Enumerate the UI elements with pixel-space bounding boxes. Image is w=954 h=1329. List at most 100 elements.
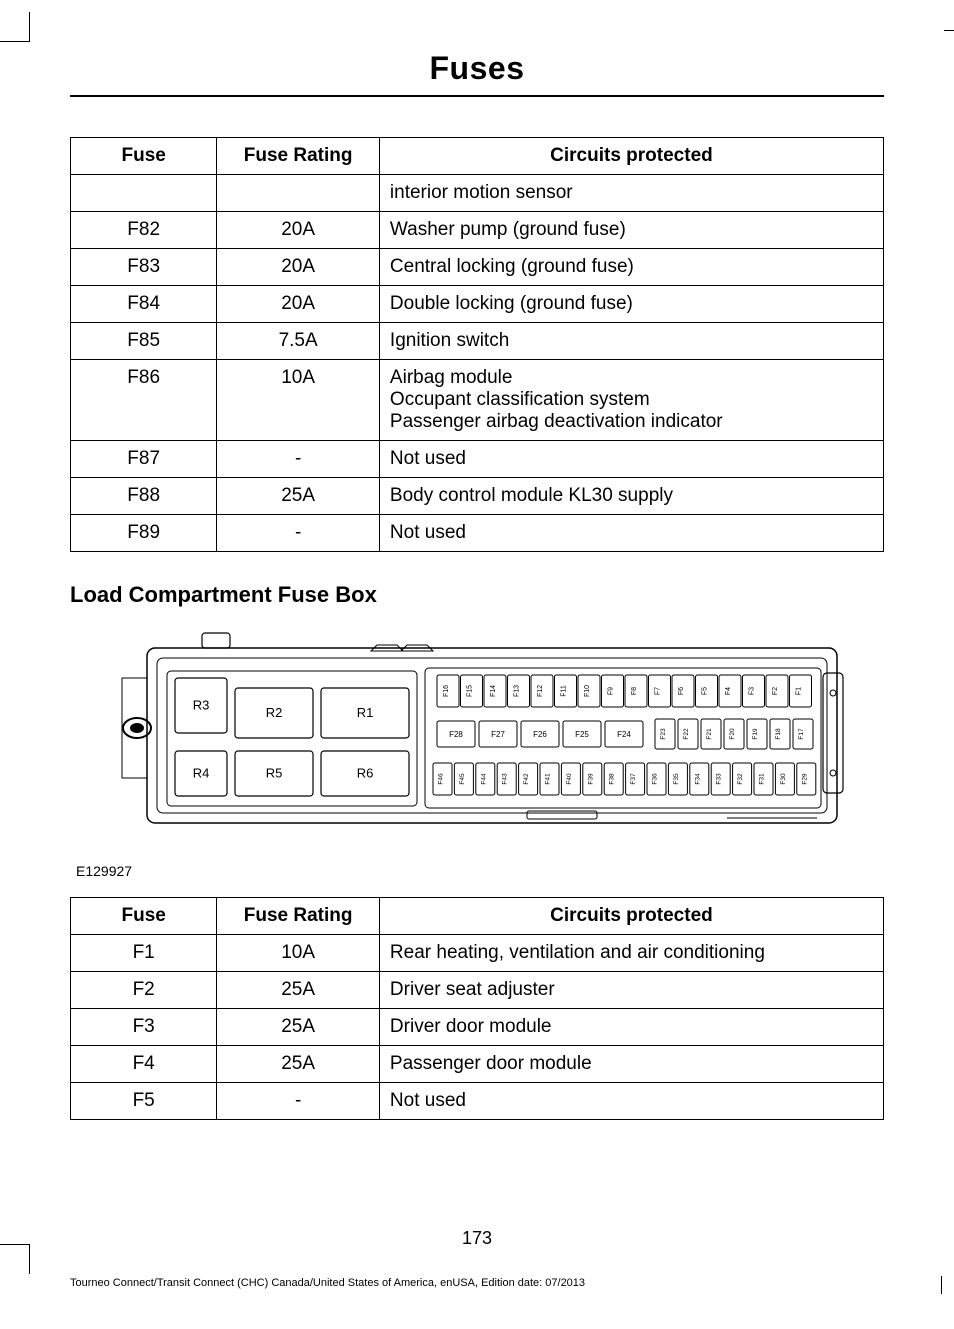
- svg-text:F7: F7: [655, 687, 662, 695]
- svg-text:F26: F26: [533, 730, 547, 739]
- table-row: F857.5AIgnition switch: [71, 323, 884, 360]
- cell-circuits: Driver seat adjuster: [379, 972, 883, 1009]
- cell-circuits: Central locking (ground fuse): [379, 249, 883, 286]
- page-number: 173: [0, 1228, 954, 1249]
- th-rating: Fuse Rating: [217, 898, 380, 935]
- svg-text:F29: F29: [801, 773, 808, 785]
- table-row: F325ADriver door module: [71, 1009, 884, 1046]
- cell-rating: 20A: [217, 286, 380, 323]
- svg-text:R6: R6: [357, 766, 374, 781]
- cell-rating: 25A: [217, 1046, 380, 1083]
- th-circuits: Circuits protected: [379, 138, 883, 175]
- svg-text:F23: F23: [660, 728, 667, 740]
- fuse-table-1: Fuse Fuse Rating Circuits protected inte…: [70, 137, 884, 552]
- svg-text:F19: F19: [752, 728, 759, 740]
- svg-text:R1: R1: [357, 705, 374, 720]
- svg-text:F8: F8: [631, 687, 638, 695]
- cell-fuse: F82: [71, 212, 217, 249]
- svg-text:F1: F1: [796, 687, 803, 695]
- cell-rating: 20A: [217, 212, 380, 249]
- svg-text:F33: F33: [716, 773, 723, 785]
- svg-text:R3: R3: [193, 698, 210, 713]
- svg-text:F36: F36: [652, 773, 659, 785]
- table-row: F8610AAirbag moduleOccupant classificati…: [71, 360, 884, 441]
- th-circuits: Circuits protected: [379, 898, 883, 935]
- cell-fuse: F89: [71, 515, 217, 552]
- cell-circuits: Not used: [379, 1083, 883, 1120]
- svg-text:F9: F9: [608, 687, 615, 695]
- cell-circuits: Body control module KL30 supply: [379, 478, 883, 515]
- cell-rating: -: [217, 1083, 380, 1120]
- svg-text:F30: F30: [780, 773, 787, 785]
- svg-text:F44: F44: [480, 773, 487, 785]
- svg-text:R5: R5: [266, 766, 283, 781]
- cell-fuse: F3: [71, 1009, 217, 1046]
- cell-fuse: F4: [71, 1046, 217, 1083]
- cell-circuits: Washer pump (ground fuse): [379, 212, 883, 249]
- svg-text:F39: F39: [587, 773, 594, 785]
- svg-text:F17: F17: [798, 728, 805, 740]
- svg-text:F2: F2: [772, 687, 779, 695]
- table-row: F8320ACentral locking (ground fuse): [71, 249, 884, 286]
- table-row: F425APassenger door module: [71, 1046, 884, 1083]
- cell-rating: 20A: [217, 249, 380, 286]
- svg-text:F5: F5: [702, 687, 709, 695]
- table-row: F89-Not used: [71, 515, 884, 552]
- svg-text:F6: F6: [678, 687, 685, 695]
- svg-text:F27: F27: [491, 730, 505, 739]
- svg-text:F22: F22: [683, 728, 690, 740]
- svg-text:F18: F18: [775, 728, 782, 740]
- cell-fuse: F2: [71, 972, 217, 1009]
- table-row: F8220AWasher pump (ground fuse): [71, 212, 884, 249]
- page-title: Fuses: [70, 50, 884, 97]
- svg-text:F35: F35: [673, 773, 680, 785]
- cell-circuits: Airbag moduleOccupant classification sys…: [379, 360, 883, 441]
- cell-fuse: F86: [71, 360, 217, 441]
- svg-text:F38: F38: [609, 773, 616, 785]
- svg-text:F43: F43: [502, 773, 509, 785]
- svg-text:F16: F16: [443, 685, 450, 697]
- table-row: F8825ABody control module KL30 supply: [71, 478, 884, 515]
- table-row: F5-Not used: [71, 1083, 884, 1120]
- cell-fuse: F1: [71, 935, 217, 972]
- cell-fuse: [71, 175, 217, 212]
- cell-fuse: F85: [71, 323, 217, 360]
- table-row: F87-Not used: [71, 441, 884, 478]
- cell-rating: 10A: [217, 360, 380, 441]
- svg-text:F45: F45: [459, 773, 466, 785]
- svg-text:F20: F20: [729, 728, 736, 740]
- table-header-row: Fuse Fuse Rating Circuits protected: [71, 898, 884, 935]
- fuse-table-2: Fuse Fuse Rating Circuits protected F110…: [70, 897, 884, 1120]
- section-heading: Load Compartment Fuse Box: [70, 582, 884, 608]
- svg-text:F21: F21: [706, 728, 713, 740]
- svg-text:F31: F31: [759, 773, 766, 785]
- svg-text:F15: F15: [467, 685, 474, 697]
- th-fuse: Fuse: [71, 898, 217, 935]
- svg-text:F28: F28: [449, 730, 463, 739]
- cell-circuits: Ignition switch: [379, 323, 883, 360]
- svg-text:F4: F4: [725, 687, 732, 695]
- table-header-row: Fuse Fuse Rating Circuits protected: [71, 138, 884, 175]
- footer-text: Tourneo Connect/Transit Connect (CHC) Ca…: [70, 1277, 585, 1289]
- svg-text:R4: R4: [193, 766, 210, 781]
- cell-circuits: Passenger door module: [379, 1046, 883, 1083]
- svg-text:F37: F37: [630, 773, 637, 785]
- diagram-code: E129927: [76, 863, 884, 879]
- svg-text:F14: F14: [490, 685, 497, 697]
- th-rating: Fuse Rating: [217, 138, 380, 175]
- svg-text:F32: F32: [737, 773, 744, 785]
- cell-rating: 10A: [217, 935, 380, 972]
- cell-circuits: Not used: [379, 441, 883, 478]
- cell-fuse: F83: [71, 249, 217, 286]
- svg-text:F10: F10: [584, 685, 591, 697]
- svg-text:R2: R2: [266, 705, 283, 720]
- cell-circuits: Double locking (ground fuse): [379, 286, 883, 323]
- table-row: F110ARear heating, ventilation and air c…: [71, 935, 884, 972]
- svg-text:F13: F13: [514, 685, 521, 697]
- svg-text:F12: F12: [537, 685, 544, 697]
- svg-text:F41: F41: [545, 773, 552, 785]
- cell-circuits: interior motion sensor: [379, 175, 883, 212]
- table-row: F8420ADouble locking (ground fuse): [71, 286, 884, 323]
- cell-rating: 7.5A: [217, 323, 380, 360]
- cell-rating: 25A: [217, 478, 380, 515]
